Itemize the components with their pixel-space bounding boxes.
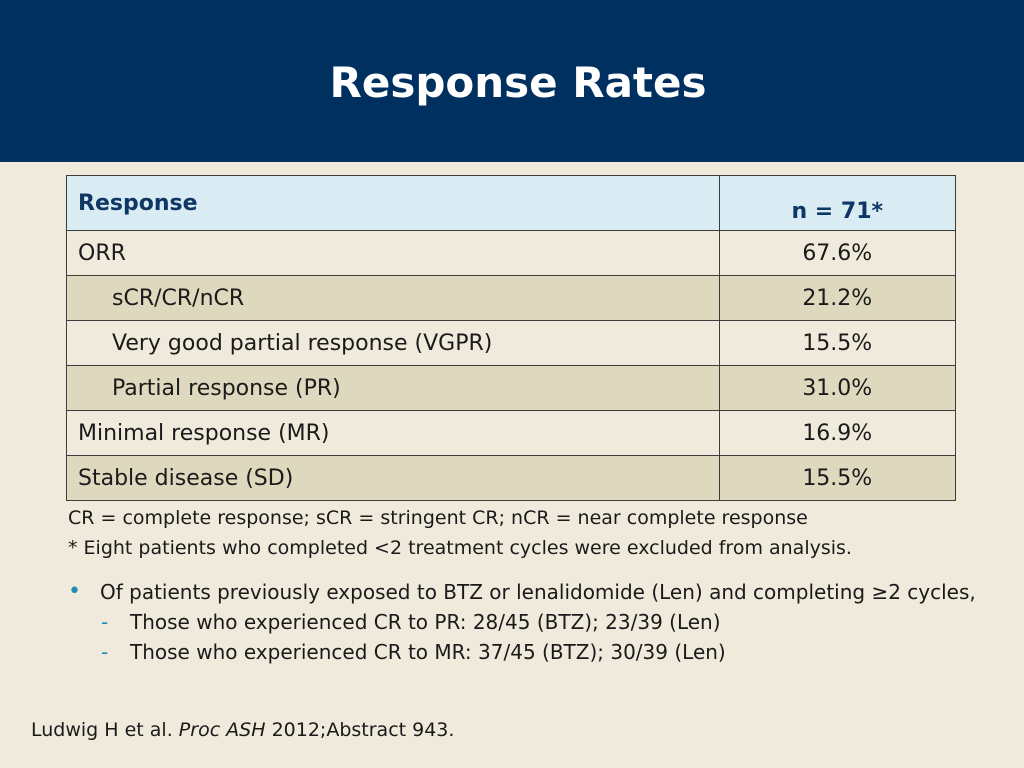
citation: Ludwig H et al. Proc ASH 2012;Abstract 9… [31, 716, 454, 744]
sub-bullet-text: Those who experienced CR to MR: 37/45 (B… [130, 640, 726, 664]
bullet-item: • Of patients previously exposed to BTZ … [68, 577, 988, 607]
sub-bullet-item: - Those who experienced CR to PR: 28/45 … [68, 607, 988, 637]
table-row: ORR 67.6% [66, 230, 957, 276]
table-row: Very good partial response (VGPR) 15.5% [66, 320, 957, 366]
row-value-pr: 31.0% [718, 365, 957, 411]
footnote-exclusion: * Eight patients who completed <2 treatm… [68, 537, 852, 559]
row-value-scr: 21.2% [718, 275, 957, 321]
footnotes: CR = complete response; sCR = stringent … [68, 503, 852, 563]
row-value-mr: 16.9% [718, 410, 957, 456]
bullet-list: • Of patients previously exposed to BTZ … [68, 577, 988, 667]
table-row: Minimal response (MR) 16.9% [66, 410, 957, 456]
row-label-pr: Partial response (PR) [66, 365, 720, 411]
row-label-vgpr: Very good partial response (VGPR) [66, 320, 720, 366]
row-label-sd: Stable disease (SD) [66, 455, 720, 501]
sub-bullet-item: - Those who experienced CR to MR: 37/45 … [68, 637, 988, 667]
bullet-dot-icon: • [68, 579, 81, 604]
response-table: Response n = 71* ORR 67.6% sCR/CR/nCR 21… [66, 175, 957, 501]
footnote-abbreviations: CR = complete response; sCR = stringent … [68, 507, 808, 529]
citation-details: 2012;Abstract 943. [271, 719, 455, 741]
title-banner [0, 0, 1024, 162]
table-row: sCR/CR/nCR 21.2% [66, 275, 957, 321]
row-value-sd: 15.5% [718, 455, 957, 501]
row-value-vgpr: 15.5% [718, 320, 957, 366]
slide-title: Response Rates [329, 58, 707, 107]
dash-icon: - [101, 640, 109, 664]
header-n: n = 71* [718, 175, 957, 231]
dash-icon: - [101, 610, 109, 634]
sub-bullet-text: Those who experienced CR to PR: 28/45 (B… [130, 610, 721, 634]
row-value-orr: 67.6% [718, 230, 957, 276]
citation-journal: Proc ASH [178, 719, 266, 741]
table-row: Stable disease (SD) 15.5% [66, 455, 957, 501]
row-label-mr: Minimal response (MR) [66, 410, 720, 456]
header-response: Response [66, 175, 720, 231]
table-header-row: Response n = 71* [66, 175, 957, 231]
table-row: Partial response (PR) 31.0% [66, 365, 957, 411]
row-label-orr: ORR [66, 230, 720, 276]
row-label-scr: sCR/CR/nCR [66, 275, 720, 321]
citation-authors: Ludwig H et al. [31, 719, 173, 741]
bullet-text: Of patients previously exposed to BTZ or… [100, 580, 976, 604]
